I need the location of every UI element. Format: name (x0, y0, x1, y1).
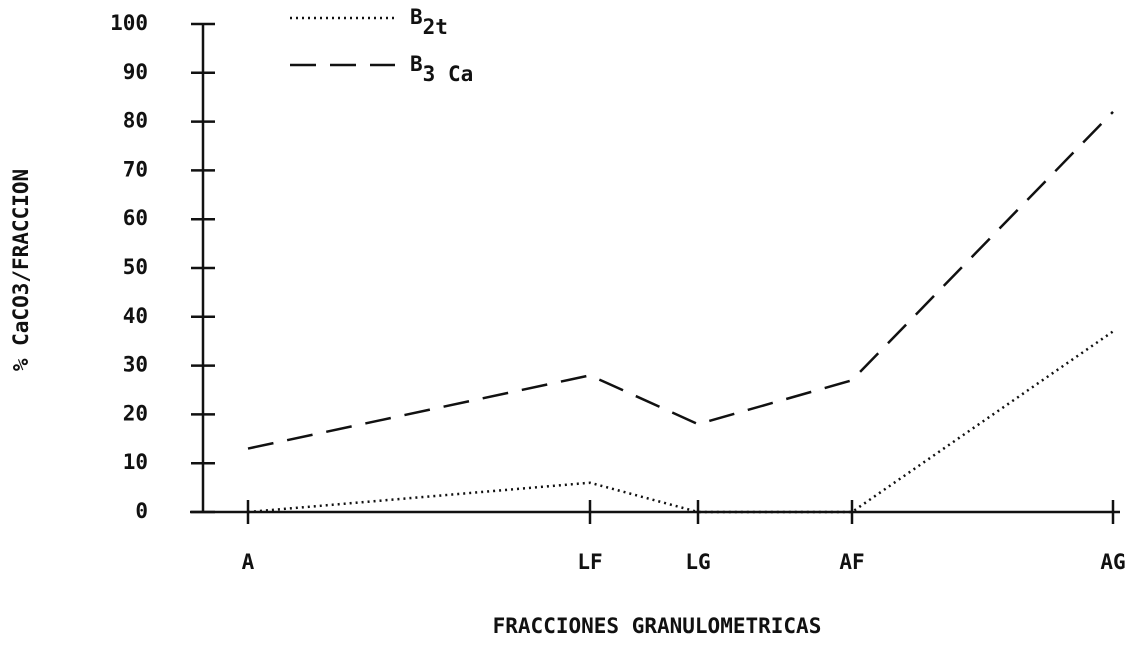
y-tick-label: 50 (123, 255, 148, 279)
y-tick-label: 60 (123, 206, 148, 230)
legend-label-main: B (410, 5, 423, 29)
y-axis-label: % CaCO3/FRACCION (9, 169, 33, 371)
legend-label-sub: 2t (423, 15, 448, 39)
legend-label: B3 Ca (410, 52, 473, 86)
legend-label: B2t (410, 5, 448, 39)
x-tick-label: AF (839, 550, 864, 574)
y-tick-label: 90 (123, 60, 148, 84)
y-tick-label: 70 (123, 157, 148, 181)
x-tick-label: LF (577, 550, 602, 574)
y-tick-label: 30 (123, 353, 148, 377)
series-line (247, 330, 1114, 514)
y-tick-label: 0 (135, 499, 148, 523)
y-tick-label: 40 (123, 304, 148, 328)
legend-label-sub: 3 Ca (423, 62, 474, 86)
x-tick-label: A (242, 550, 255, 574)
y-tick-label: 20 (123, 401, 148, 425)
series-line (247, 110, 1114, 450)
y-tick-label: 80 (123, 109, 148, 133)
y-tick-label: 10 (123, 450, 148, 474)
x-tick-label: LG (685, 550, 710, 574)
x-axis-label: FRACCIONES GRANULOMETRICAS (493, 614, 822, 638)
y-tick-label: 100 (110, 11, 148, 35)
legend-label-main: B (410, 52, 423, 76)
x-tick-label: AG (1100, 550, 1125, 574)
